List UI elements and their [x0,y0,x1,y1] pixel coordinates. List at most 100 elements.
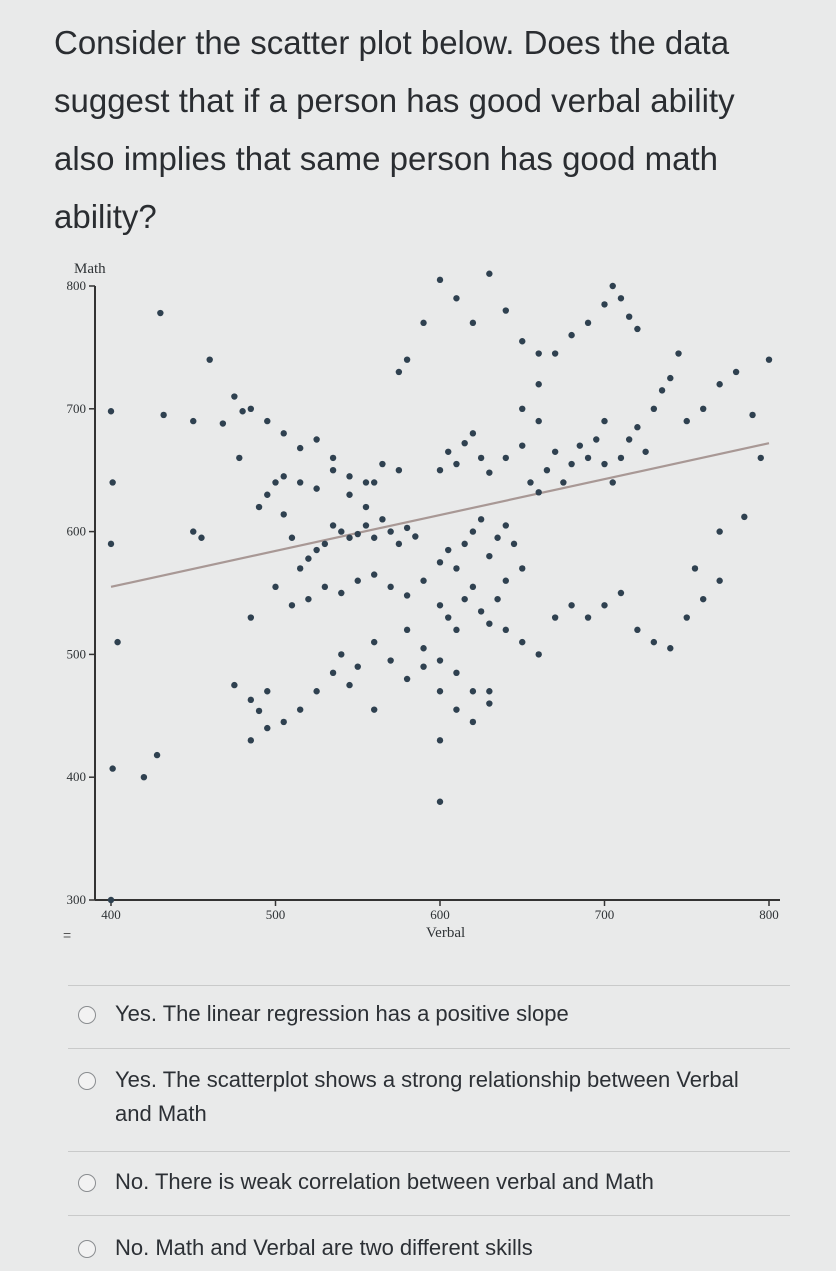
data-point [338,528,345,535]
data-point [617,589,625,597]
data-point [436,657,444,664]
data-point [395,540,403,548]
data-point [642,448,649,455]
data-point [313,688,320,695]
data-point [362,479,370,486]
data-point [486,620,493,627]
x-tick-label: 800 [759,907,779,922]
option-label: Yes. The linear regression has a positiv… [115,1001,569,1026]
data-point [321,583,329,591]
data-point [601,602,608,609]
data-point [157,309,164,317]
data-point [519,638,526,646]
data-point [469,430,477,437]
radio-button[interactable] [78,1240,96,1258]
data-point [634,325,641,333]
data-point [486,700,493,707]
data-point [109,765,116,772]
y-tick-label: 400 [67,769,87,784]
data-point [519,565,526,572]
data-point [477,516,485,523]
y-tick-label: 300 [67,892,87,907]
data-point [296,706,304,713]
data-point [700,405,707,412]
equals-mark: = [63,927,72,943]
data-point [436,467,444,474]
option-4[interactable]: No. Math and Verbal are two different sk… [78,1231,778,1265]
data-point [247,737,255,744]
data-point [296,444,304,452]
data-point [749,411,756,419]
data-point [502,522,509,529]
data-point [288,534,296,541]
data-point [543,467,551,474]
data-point [551,614,559,621]
y-axis-title: Math [74,261,106,277]
data-point [650,638,658,646]
data-point [634,626,641,634]
option-1[interactable]: Yes. The linear regression has a positiv… [78,997,778,1031]
data-point [617,454,625,462]
data-point [535,489,542,496]
data-point [313,436,320,443]
option-3[interactable]: No. There is weak correlation between ve… [78,1165,778,1199]
data-point [625,313,633,320]
data-point [107,540,115,548]
data-point [247,405,255,412]
data-point [371,534,378,541]
x-tick-label: 600 [430,907,450,922]
data-point [264,724,271,732]
x-tick-label: 700 [595,907,615,922]
data-point [436,602,444,609]
data-point [486,552,493,560]
data-point [239,408,246,415]
data-point [568,331,575,339]
data-point [502,307,509,314]
data-point [346,473,353,480]
data-point [625,436,633,443]
data-point [354,530,361,538]
data-point [519,442,526,449]
data-point [650,405,658,412]
data-point [140,774,148,781]
data-point [338,651,345,658]
y-tick-label: 800 [67,278,87,293]
data-point [609,479,616,486]
radio-button[interactable] [78,1072,96,1090]
data-point [329,522,337,529]
data-point [219,420,227,427]
regression-line [110,442,770,588]
option-label: No. There is weak correlation between ve… [115,1169,654,1194]
data-point [280,511,287,518]
data-point [519,338,526,345]
option-2[interactable]: Yes. The scatterplot shows a strong rela… [78,1063,778,1131]
data-point [109,479,116,486]
data-point [609,282,616,290]
data-point [305,595,312,603]
data-point [354,577,361,584]
data-point [535,417,542,425]
data-point [584,454,592,462]
data-point [716,577,723,584]
data-point [461,439,468,447]
data-point [691,565,699,572]
data-point [716,528,723,535]
data-point [272,479,279,486]
data-point [477,454,485,462]
data-point [436,559,444,566]
radio-button[interactable] [78,1006,96,1024]
data-point [420,663,427,670]
data-point [371,706,378,713]
data-point [683,417,690,425]
data-point [494,595,501,603]
data-point [313,546,320,554]
data-point [593,436,600,443]
data-point [198,534,205,541]
data-point [338,589,345,597]
radio-button[interactable] [78,1174,96,1192]
data-point [321,540,329,548]
data-point [568,602,575,609]
x-axis-title: Verbal [426,925,465,941]
data-point [264,417,271,425]
data-point [436,276,444,284]
